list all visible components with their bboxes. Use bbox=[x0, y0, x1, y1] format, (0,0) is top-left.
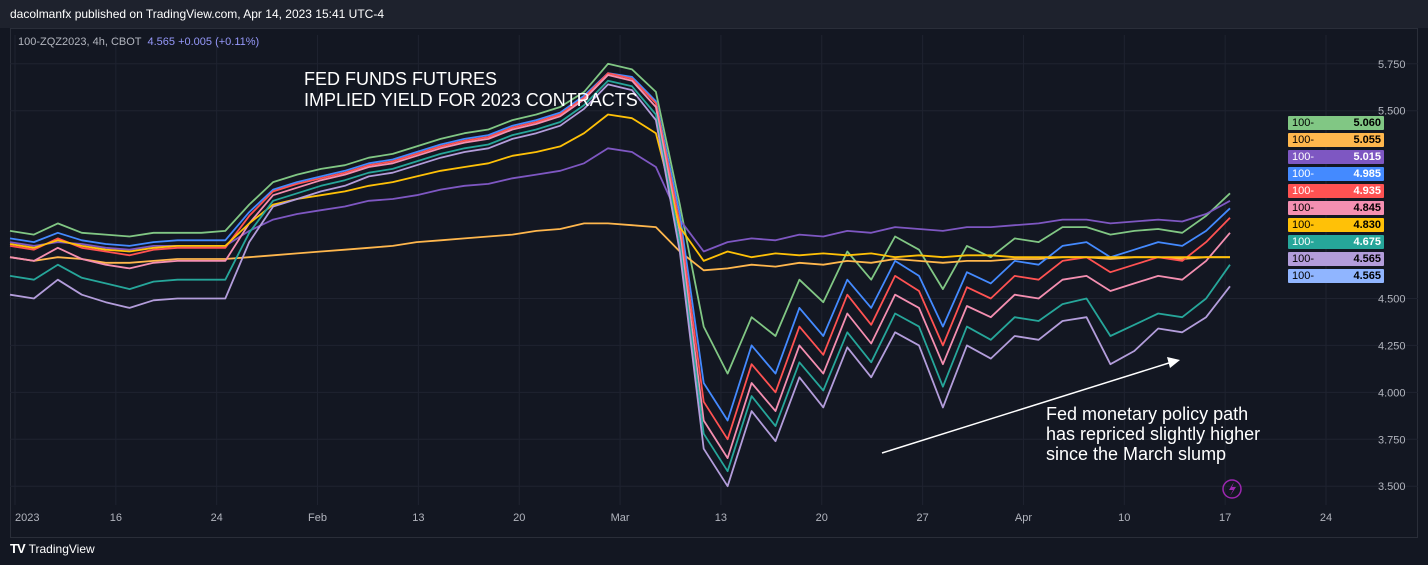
x-tick-label: Apr bbox=[1015, 512, 1032, 524]
x-tick-label: Mar bbox=[611, 512, 630, 524]
price-tag-value: 4.845 bbox=[1353, 202, 1381, 214]
tradingview-logo[interactable]: TV TradingView bbox=[10, 541, 95, 556]
price-tag-name: 100-ZQK2023 bbox=[1292, 151, 1315, 163]
price-tag-100-zqx2023-7: 100-ZQX2023 4.675 bbox=[1288, 235, 1384, 249]
price-tag-value: 4.565 bbox=[1353, 253, 1381, 265]
y-tick-label: 3.500 bbox=[1378, 481, 1406, 493]
x-tick-label: 27 bbox=[916, 512, 928, 524]
series-line-100-zqz2023-8[interactable] bbox=[9, 83, 1231, 488]
x-tick-label: 2023 bbox=[15, 512, 39, 524]
tradingview-mark: TV bbox=[10, 541, 26, 556]
x-axis: 2023 16 24 Feb 13 20 Mar 13 20 27 Apr 10 17 24 bbox=[15, 512, 1332, 524]
chart-title-line1: FED FUNDS FUTURES bbox=[304, 69, 497, 89]
y-tick-label: 3.750 bbox=[1378, 434, 1406, 446]
publisher-text: dacolmanfx published on TradingView.com,… bbox=[10, 7, 385, 21]
price-tag-100-zqq2023-3: 100-ZQQ2023 4.985 bbox=[1288, 167, 1384, 181]
x-tick-label: 24 bbox=[211, 512, 223, 524]
price-tag-value: 4.830 bbox=[1353, 219, 1381, 231]
y-tick-label: 4.500 bbox=[1378, 293, 1406, 305]
series-line-100-zqm2023-1[interactable] bbox=[9, 222, 1230, 272]
flash-icon-bolt bbox=[1229, 482, 1236, 496]
price-tag-value: 4.675 bbox=[1353, 236, 1381, 248]
price-tag-name: 100-ZQN2023 bbox=[1292, 117, 1315, 129]
price-tag-name: 100-ZQU2023 bbox=[1292, 185, 1315, 197]
price-tag-name: 100-ZQZ2023 bbox=[1292, 253, 1315, 265]
grid-lines bbox=[10, 35, 1418, 505]
price-tag-value: 4.935 bbox=[1353, 185, 1381, 197]
price-tag-name: 100-ZQV2023 bbox=[1292, 202, 1315, 214]
symbol-legend[interactable]: 100-ZQZ2023, 4h, CBOT 4.565 +0.005 (+0.11… bbox=[18, 36, 259, 48]
series-line-100-zqq2023-3[interactable] bbox=[9, 72, 1231, 422]
price-tag-100-zqm2023-1: 100-ZQM2023 5.055 bbox=[1288, 133, 1384, 147]
price-tag-100-zqz2023-9: 100-ZQZ2023 4.565 bbox=[1288, 269, 1384, 283]
top-bar: dacolmanfx published on TradingView.com,… bbox=[0, 0, 1428, 28]
series-line-100-zqn2023-0[interactable] bbox=[9, 62, 1231, 375]
series-line-100-zqv2023-5[interactable] bbox=[9, 74, 1231, 460]
price-tag-name: 100-ZQZ2023 bbox=[1292, 270, 1315, 282]
series-line-100-zqx2023-7[interactable] bbox=[9, 79, 1231, 473]
footer bbox=[0, 538, 1428, 565]
legend-value: 4.565 +0.005 (+0.11%) bbox=[147, 36, 260, 48]
price-tag-value: 4.565 bbox=[1353, 270, 1381, 282]
price-tag-100-zqu2023-4: 100-ZQU2023 4.935 bbox=[1288, 184, 1384, 198]
price-tag-100-zqz2023-8: 100-ZQZ2023 4.565 bbox=[1288, 252, 1384, 266]
legend-symbol: 100-ZQZ2023, 4h, CBOT bbox=[18, 36, 142, 48]
price-tag-name: 100-ZQX2023 bbox=[1292, 236, 1315, 248]
price-tag-name: 100-ZQJ2023 bbox=[1292, 219, 1315, 231]
y-tick-label: 5.750 bbox=[1378, 59, 1406, 71]
y-axis: 5.750 5.500 4.500 4.250 4.000 3.750 3.500 bbox=[1378, 59, 1406, 493]
x-tick-label: 24 bbox=[1320, 512, 1332, 524]
trend-arrow-line bbox=[881, 361, 1173, 454]
chart-frame bbox=[10, 28, 1418, 538]
flash-icon[interactable] bbox=[1222, 479, 1242, 499]
price-tag-name: 100-ZQQ2023 bbox=[1292, 168, 1315, 180]
y-tick-label: 4.250 bbox=[1378, 340, 1406, 352]
chart-title-line2: IMPLIED YIELD FOR 2023 CONTRACTS bbox=[304, 90, 638, 110]
x-tick-label: Feb bbox=[308, 512, 327, 524]
x-tick-label: 20 bbox=[513, 512, 525, 524]
price-tag-100-zqn2023-0: 100-ZQN2023 5.060 bbox=[1288, 116, 1384, 130]
price-tag-value: 5.060 bbox=[1353, 117, 1381, 129]
price-tag-value: 5.015 bbox=[1353, 151, 1381, 163]
price-tag-100-zqj2023-6: 100-ZQJ2023 4.830 bbox=[1288, 218, 1384, 232]
series-lines bbox=[9, 62, 1231, 488]
series-line-100-zqj2023-6[interactable] bbox=[9, 113, 1230, 262]
note-line3: since the March slump bbox=[1046, 444, 1226, 464]
price-tag-100-zqv2023-5: 100-ZQV2023 4.845 bbox=[1288, 201, 1384, 215]
x-tick-label: 13 bbox=[412, 512, 424, 524]
price-tag-value: 4.985 bbox=[1353, 168, 1381, 180]
note-line2: has repriced slightly higher bbox=[1046, 424, 1260, 444]
price-tag-100-zqk2023-2: 100-ZQK2023 5.015 bbox=[1288, 150, 1384, 164]
series-line-100-zqu2023-4[interactable] bbox=[9, 72, 1231, 441]
x-tick-label: 13 bbox=[715, 512, 727, 524]
x-tick-label: 16 bbox=[110, 512, 122, 524]
price-tag-name: 100-ZQM2023 bbox=[1292, 134, 1315, 146]
x-tick-label: 17 bbox=[1219, 512, 1231, 524]
trend-arrow-head bbox=[1167, 357, 1180, 368]
price-tag-value: 5.055 bbox=[1353, 134, 1381, 146]
y-tick-label: 4.000 bbox=[1378, 387, 1406, 399]
note-line1: Fed monetary policy path bbox=[1046, 404, 1248, 424]
y-tick-label: 5.500 bbox=[1378, 106, 1406, 118]
x-tick-label: 10 bbox=[1118, 512, 1130, 524]
x-tick-label: 20 bbox=[816, 512, 828, 524]
tradingview-label: TradingView bbox=[28, 541, 95, 556]
